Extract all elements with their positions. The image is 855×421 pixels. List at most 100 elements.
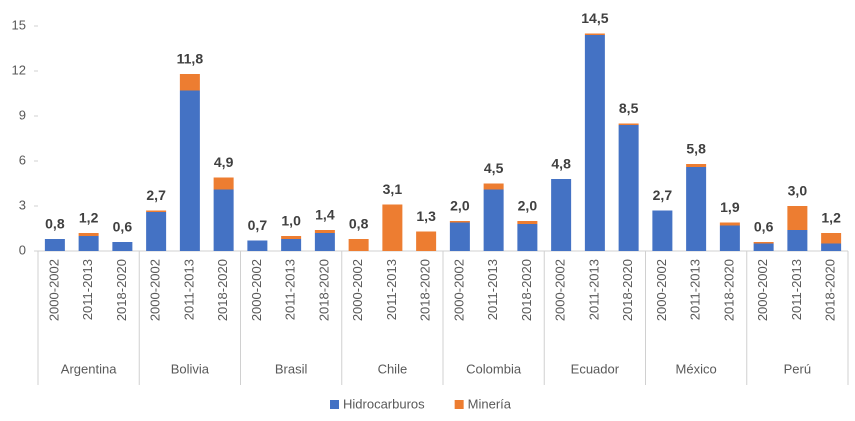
bar-segment: [753, 242, 774, 244]
total-label: 8,5: [619, 100, 639, 116]
y-tick-label: 12: [12, 62, 26, 77]
total-label: 0,7: [248, 217, 268, 233]
total-label: 4,8: [551, 156, 571, 172]
total-label: 0,8: [45, 216, 65, 232]
bar-segment: [281, 239, 302, 251]
total-label: 3,0: [788, 183, 808, 199]
bar-segment: [146, 210, 167, 212]
y-tick-label: 3: [19, 197, 26, 212]
x-tick-label: 2018-2020: [316, 259, 331, 321]
bar-segment: [686, 164, 707, 167]
x-tick-label: 2018-2020: [418, 259, 433, 321]
x-tick-label: 2011-2013: [80, 259, 95, 320]
bar-segment: [753, 243, 774, 251]
x-tick-label: 2000-2002: [148, 259, 163, 321]
x-tick-label: 2000-2002: [654, 259, 669, 321]
total-label: 2,0: [450, 198, 470, 214]
group-label: México: [676, 361, 717, 376]
bar-segment: [483, 183, 504, 190]
bar-segment: [382, 204, 403, 251]
x-tick-label: 2011-2013: [586, 259, 601, 320]
bar-segment: [787, 206, 808, 230]
x-tick-label: 2011-2013: [283, 259, 298, 320]
bar-segment: [247, 240, 268, 251]
total-label: 1,4: [315, 207, 335, 223]
x-tick-label: 2018-2020: [620, 259, 635, 321]
x-tick-label: 2018-2020: [114, 259, 129, 321]
bar-segment: [281, 236, 302, 239]
x-tick-label: 2000-2002: [755, 259, 770, 321]
x-tick-label: 2000-2002: [249, 259, 264, 321]
bar-segment: [146, 212, 167, 251]
bar-segment: [686, 167, 707, 251]
group-label: Perú: [784, 361, 811, 376]
x-tick-label: 2011-2013: [688, 259, 703, 320]
total-label: 0,8: [349, 216, 369, 232]
y-tick-label: 9: [19, 107, 26, 122]
total-label: 2,0: [518, 198, 538, 214]
total-label: 4,9: [214, 154, 234, 170]
legend-swatch: [454, 400, 464, 409]
total-label: 0,6: [754, 219, 774, 235]
bar-segment: [517, 221, 538, 224]
group-label: Argentina: [61, 361, 117, 376]
group-label: Brasil: [275, 361, 308, 376]
group-label: Chile: [378, 361, 408, 376]
bar-segment: [78, 233, 99, 236]
total-label: 1,0: [281, 213, 301, 229]
x-tick-label: 2018-2020: [823, 259, 838, 321]
legend-swatch: [330, 400, 339, 409]
total-label: 2,7: [653, 187, 673, 203]
legend-label: Hidrocarburos: [343, 396, 425, 411]
total-label: 3,1: [383, 181, 403, 197]
total-label: 14,5: [581, 10, 608, 26]
y-tick-label: 15: [12, 17, 26, 32]
bar-segment: [821, 233, 842, 244]
bar-segment: [179, 74, 200, 91]
bar-segment: [618, 125, 639, 251]
bar-segment: [483, 189, 504, 251]
total-label: 1,2: [79, 210, 99, 226]
x-tick-label: 2011-2013: [485, 259, 500, 320]
x-tick-label: 2000-2002: [46, 259, 61, 321]
x-tick-label: 2011-2013: [384, 259, 399, 320]
bar-segment: [551, 179, 572, 251]
bar-segment: [314, 230, 335, 233]
bar-segment: [112, 242, 133, 251]
total-label: 1,9: [720, 199, 740, 215]
bar-segment: [719, 225, 740, 251]
bar-segment: [44, 239, 65, 251]
group-label: Bolivia: [171, 361, 210, 376]
bar-segment: [213, 189, 234, 251]
bar-segment: [719, 222, 740, 226]
x-tick-label: 2018-2020: [721, 259, 736, 321]
bar-segment: [179, 90, 200, 251]
x-tick-label: 2000-2002: [350, 259, 365, 321]
bar-segment: [584, 35, 605, 251]
x-tick-label: 2018-2020: [215, 259, 230, 321]
x-tick-label: 2018-2020: [519, 259, 534, 321]
bar-segment: [787, 230, 808, 251]
bar-segment: [449, 222, 470, 251]
total-label: 4,5: [484, 160, 504, 176]
total-label: 5,8: [686, 141, 706, 157]
bar-segment: [213, 177, 234, 190]
total-label: 2,7: [146, 187, 166, 203]
x-tick-label: 2011-2013: [181, 259, 196, 320]
bar-segment: [348, 239, 369, 251]
y-tick-label: 0: [19, 242, 26, 257]
y-tick-label: 6: [19, 152, 26, 167]
bar-segment: [78, 236, 99, 251]
bar-segment: [584, 33, 605, 35]
bar-segment: [517, 224, 538, 251]
bar-segment: [652, 210, 673, 251]
x-tick-label: 2011-2013: [789, 259, 804, 320]
total-label: 1,2: [821, 210, 841, 226]
bar-segment: [416, 231, 437, 251]
legend-label: Minería: [468, 396, 512, 411]
total-label: 11,8: [177, 51, 204, 67]
bar-segment: [449, 221, 470, 223]
x-tick-label: 2000-2002: [553, 259, 568, 321]
bar-segment: [821, 243, 842, 251]
